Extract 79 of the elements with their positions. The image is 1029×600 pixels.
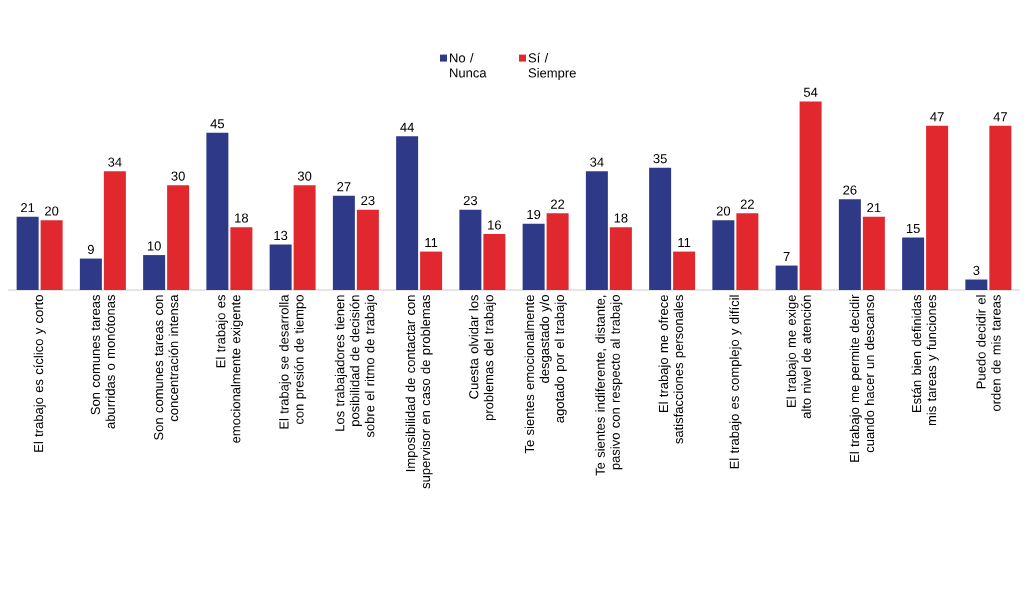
bar bbox=[546, 213, 569, 290]
x-tick-label: Son comunes tareas con concentración intensa bbox=[154, 294, 179, 440]
bar bbox=[862, 216, 885, 290]
bar bbox=[103, 171, 126, 290]
bar bbox=[838, 199, 861, 290]
bar bbox=[673, 251, 696, 290]
data-label: 34 bbox=[108, 157, 122, 167]
data-label: 35 bbox=[653, 154, 667, 164]
data-label: 34 bbox=[590, 157, 604, 167]
data-label: 54 bbox=[803, 87, 818, 97]
bar bbox=[396, 136, 419, 290]
bar bbox=[989, 125, 1012, 290]
data-label: 19 bbox=[527, 209, 541, 220]
legend-label: Sí / Siempre bbox=[528, 52, 576, 81]
data-label: 18 bbox=[614, 213, 628, 223]
data-label: 26 bbox=[843, 185, 857, 195]
data-label: 9 bbox=[87, 244, 94, 255]
x-tick-label: El trabajo se desarrolla con presión de tiempo bbox=[279, 294, 307, 429]
bar bbox=[40, 220, 63, 290]
data-label: 30 bbox=[171, 171, 185, 181]
x-tick-label: El trabajo me permite decidir cuando hacer un descanso bbox=[849, 294, 875, 462]
data-label: 10 bbox=[147, 241, 161, 251]
data-label: 3 bbox=[973, 265, 980, 275]
x-tick-label: El trabajo es complejo y difícil bbox=[729, 295, 742, 469]
x-tick-label: El trabajo es emocionalmente exigente bbox=[215, 295, 243, 443]
bar bbox=[775, 265, 798, 290]
data-label: 23 bbox=[463, 195, 478, 206]
data-label: 22 bbox=[551, 199, 565, 209]
x-tick-label: Están bien definidas mis tareas y funciones bbox=[911, 295, 939, 426]
data-label: 21 bbox=[21, 203, 35, 213]
bar bbox=[420, 251, 443, 290]
data-label: 44 bbox=[400, 122, 414, 132]
data-label: 27 bbox=[337, 182, 351, 192]
data-label: 20 bbox=[45, 206, 59, 216]
bar bbox=[926, 125, 949, 290]
data-label: 13 bbox=[274, 230, 288, 241]
data-label: 11 bbox=[425, 238, 438, 248]
bar bbox=[167, 185, 190, 290]
bar bbox=[965, 279, 988, 290]
data-label: 16 bbox=[488, 220, 502, 230]
legend-label: No / Nunca bbox=[450, 52, 487, 78]
bar bbox=[332, 195, 355, 290]
bar bbox=[649, 167, 672, 290]
data-label: 47 bbox=[993, 112, 1007, 122]
x-tick-label: El trabajo me ofrece satisfacciones personales bbox=[658, 295, 686, 444]
bar bbox=[79, 258, 102, 290]
data-label: 15 bbox=[906, 224, 920, 234]
x-tick-label: El trabajo me exige alto nivel de atención bbox=[786, 295, 811, 419]
data-label: 47 bbox=[930, 112, 944, 122]
data-label: 23 bbox=[361, 195, 375, 206]
bar bbox=[609, 227, 632, 290]
bar bbox=[269, 244, 292, 290]
data-label: 7 bbox=[783, 252, 790, 262]
bar bbox=[356, 209, 379, 290]
x-tick-label: Cuesta olvidar los problemas del trabajo bbox=[468, 295, 496, 421]
x-tick-label: Son comunes tareas aburridas o monótonas bbox=[90, 295, 115, 429]
bar bbox=[206, 132, 229, 290]
bar bbox=[585, 171, 608, 290]
bar bbox=[293, 185, 316, 290]
data-label: 22 bbox=[740, 199, 754, 209]
bar bbox=[522, 223, 545, 290]
bar bbox=[712, 220, 735, 290]
bar bbox=[799, 101, 822, 290]
x-tick-label: Imposibilidad de contactar con supervisor en caso de problemas bbox=[405, 295, 433, 489]
x-tick-label: Los trabajadores tienen posibilidad de decisión sobre el ritmo de trabajo bbox=[334, 295, 377, 438]
data-label: 18 bbox=[235, 213, 249, 223]
bar bbox=[230, 227, 253, 290]
bar bbox=[483, 234, 506, 290]
bar bbox=[902, 237, 925, 290]
bar bbox=[16, 216, 39, 290]
data-label: 21 bbox=[867, 203, 881, 213]
data-label: 30 bbox=[297, 171, 312, 181]
data-label: 45 bbox=[210, 119, 225, 129]
data-label: 11 bbox=[678, 238, 691, 248]
bar bbox=[736, 213, 759, 290]
x-tick-label: El trabajo es cíclico y corto bbox=[33, 295, 46, 452]
data-label: 20 bbox=[716, 206, 731, 216]
bar bbox=[459, 209, 482, 290]
bar bbox=[143, 255, 166, 290]
